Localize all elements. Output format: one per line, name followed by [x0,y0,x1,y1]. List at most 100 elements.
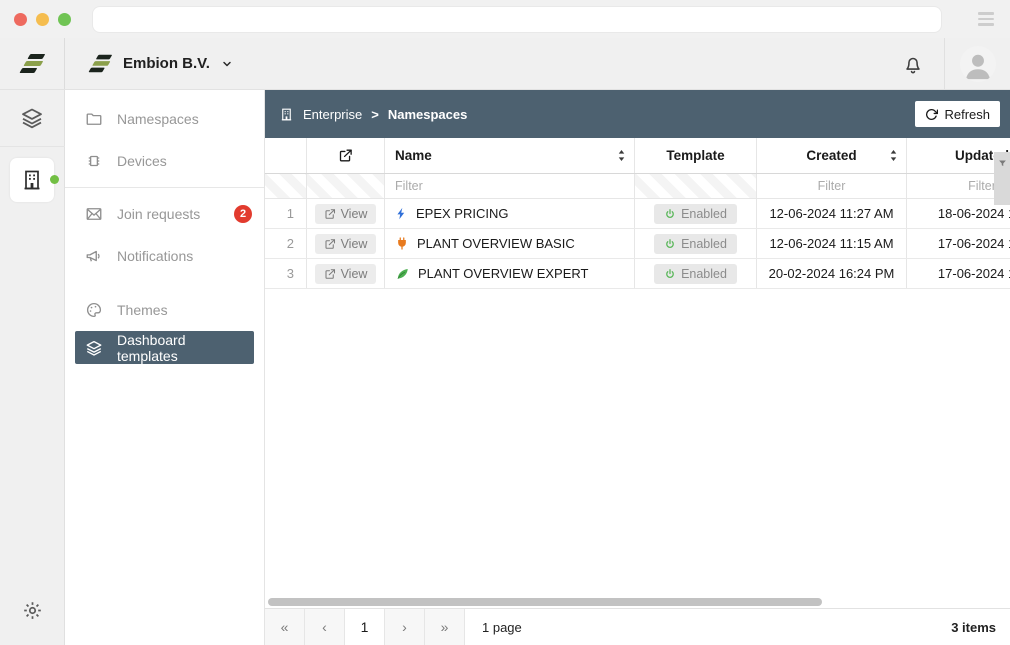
items-count-label: 3 items [951,619,996,635]
notifications-bell-button[interactable] [882,38,944,89]
table-row: 3 View PLANT OVERVIEW EXPERT [265,259,1010,289]
active-indicator-dot [50,175,59,184]
sidebar-item-dashboard-templates[interactable]: Dashboard templates [75,331,254,364]
minimize-window-button[interactable] [36,12,49,26]
sort-icon[interactable] [616,149,627,162]
filter-panel-toggle[interactable] [994,152,1010,205]
last-page-button[interactable]: » [425,609,465,645]
horizontal-scrollbar[interactable] [265,595,1010,608]
row-number-column-header [265,138,307,173]
browser-menu-icon[interactable] [976,8,996,30]
scrollbar-thumb[interactable] [268,597,823,606]
external-link-icon [338,148,353,163]
view-button[interactable]: View [314,203,377,224]
table-row: 2 View PLANT OVERVIEW BASIC [265,229,1010,259]
previous-page-button[interactable]: ‹ [305,609,345,645]
close-window-button[interactable] [14,12,27,26]
external-link-icon [324,208,336,220]
external-link-icon [324,238,336,250]
filter-cell-disabled [635,174,757,198]
sidebar-item-label: Notifications [117,248,194,264]
page-count-label: 1 page [482,619,522,635]
view-button[interactable]: View [314,233,377,254]
status-badge: Enabled [654,203,737,224]
first-page-button[interactable]: « [265,609,305,645]
maximize-window-button[interactable] [58,12,71,26]
sidebar-item-label: Devices [117,153,167,169]
avatar [959,45,996,82]
leaf-icon [395,267,410,281]
rail-dashboards-button[interactable] [0,90,65,146]
app-header: Embion B.V. [0,38,1010,90]
row-number: 3 [265,259,307,288]
sidebar-item-namespaces[interactable]: Namespaces [65,98,264,140]
table-filter-row: Filter Filter Filter [265,174,1010,199]
sidebar-item-label: Namespaces [117,111,199,127]
updated-cell: 17-06-2024 14: [937,236,1010,251]
sidebar-item-themes[interactable]: Themes [65,289,264,331]
join-requests-badge: 2 [234,205,252,223]
sidebar-item-label: Themes [117,302,168,318]
namespace-name: PLANT OVERVIEW EXPERT [418,266,589,281]
breadcrumb: Enterprise > Namespaces Refresh [265,90,1010,138]
envelope-icon [85,205,103,223]
updated-cell: 18-06-2024 12: [937,206,1010,221]
table-row: 1 View EPEX PRICING Ena [265,199,1010,229]
updated-filter-input[interactable]: Filter [968,179,996,193]
created-cell: 12-06-2024 11:27 AM [757,199,907,228]
settings-button[interactable] [22,600,43,621]
namespaces-table: Name Template Created [265,138,1010,289]
namespace-name-cell[interactable]: PLANT OVERVIEW EXPERT [385,259,635,288]
row-number: 1 [265,199,307,228]
palette-icon [85,301,103,319]
name-filter-input[interactable]: Filter [385,174,635,198]
megaphone-icon [85,247,103,265]
building-icon [20,168,44,192]
chevron-down-icon [221,58,233,70]
power-icon [664,238,676,250]
org-switcher[interactable]: Embion B.V. [65,38,233,89]
breadcrumb-root[interactable]: Enterprise [303,106,363,122]
gear-icon [22,600,43,621]
namespace-name-cell[interactable]: EPEX PRICING [385,199,635,228]
embion-logo-icon [19,54,45,73]
embion-logo-icon [88,54,113,73]
address-bar[interactable] [93,6,941,32]
main-content: Enterprise > Namespaces Refresh [265,90,1010,645]
sidebar-item-notifications[interactable]: Notifications [65,235,264,277]
created-column-header[interactable]: Created [757,138,907,173]
folder-icon [85,110,103,128]
bell-icon [902,53,924,75]
view-button[interactable]: View [314,263,377,284]
sort-icon[interactable] [888,149,899,162]
power-icon [664,208,676,220]
app-logo[interactable] [0,38,65,89]
row-number: 2 [265,229,307,258]
titlebar [0,0,1010,38]
view-column-header[interactable] [307,138,385,173]
namespace-name-cell[interactable]: PLANT OVERVIEW BASIC [385,229,635,258]
window-controls [14,12,71,26]
template-column-header[interactable]: Template [635,138,757,173]
name-column-header[interactable]: Name [385,138,635,173]
updated-cell: 17-06-2024 16: [937,266,1010,281]
breadcrumb-separator: > [371,106,379,122]
user-menu[interactable] [944,38,1010,89]
created-filter-input[interactable]: Filter [757,174,907,198]
sidebar-divider [65,187,264,188]
bolt-icon [395,206,408,221]
status-badge: Enabled [654,233,737,254]
sidebar: Namespaces Devices Join requests 2 [65,90,265,645]
rail-enterprise-button[interactable] [10,158,59,202]
current-page-button[interactable]: 1 [345,609,385,645]
chip-icon [85,152,103,170]
next-page-button[interactable]: › [385,609,425,645]
breadcrumb-current: Namespaces [387,106,468,122]
sidebar-item-devices[interactable]: Devices [65,140,264,182]
refresh-button[interactable]: Refresh [915,101,1000,127]
created-cell: 20-02-2024 16:24 PM [757,259,907,288]
namespace-name: PLANT OVERVIEW BASIC [417,236,575,251]
sidebar-item-join-requests[interactable]: Join requests 2 [65,193,264,235]
org-name: Embion B.V. [123,55,210,72]
